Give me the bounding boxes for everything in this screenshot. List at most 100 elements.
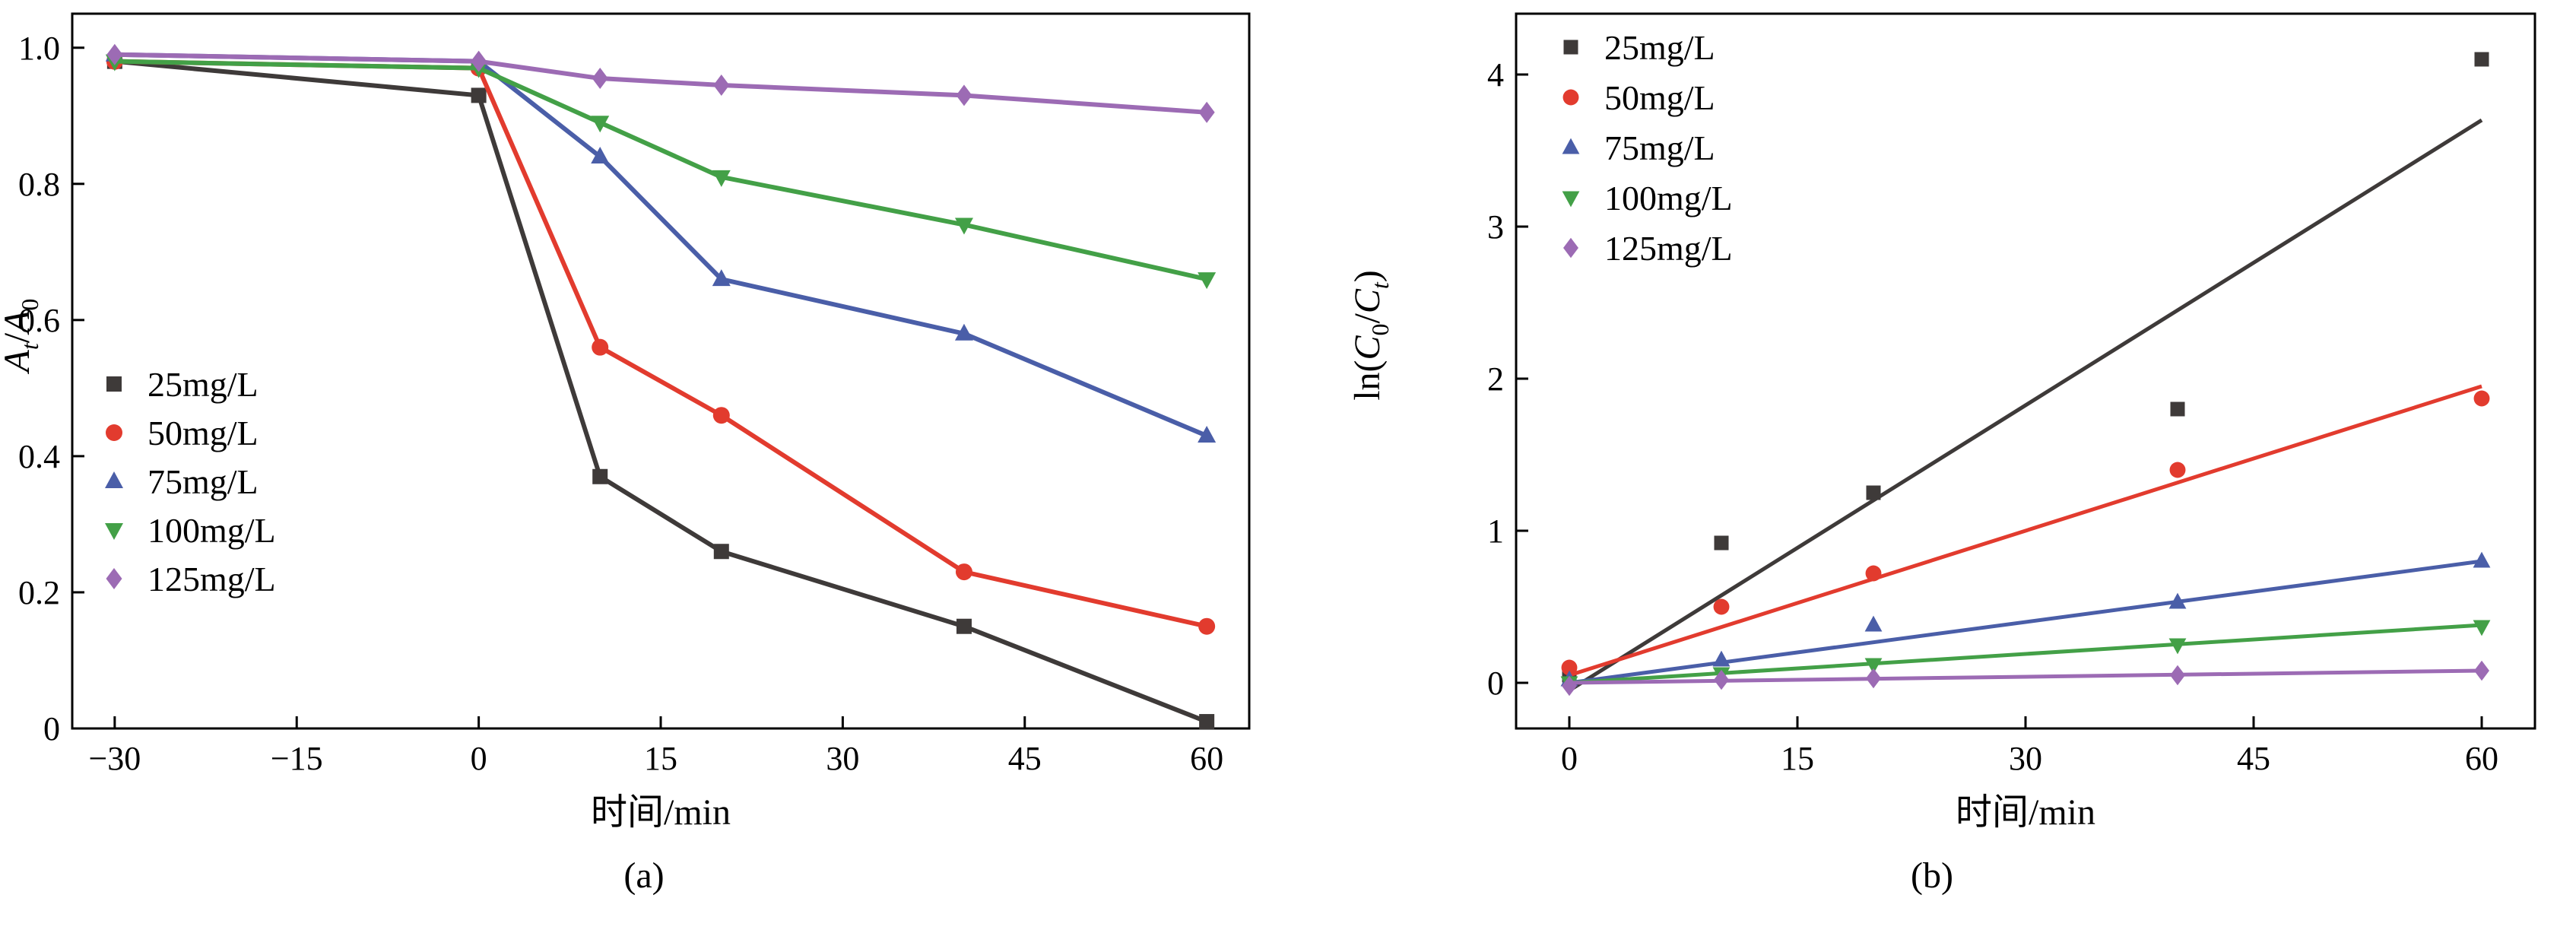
chart-b-svg: 0 15 30 45 60 0 1 2 3 4 时间/min ln(C0/Ct) 25mg/L 50mg/… bbox=[1347, 12, 2536, 833]
circle-marker-icon bbox=[1198, 617, 1216, 635]
y-axis-label: At/A0 bbox=[0, 299, 43, 375]
series-125mg/L bbox=[106, 43, 1215, 123]
y-tick-label: 0 bbox=[43, 710, 60, 747]
x-tick-label: 30 bbox=[2009, 740, 2042, 777]
triangle-up-marker-icon bbox=[105, 471, 123, 488]
legend-label: 50mg/L bbox=[1604, 78, 1715, 117]
x-tick-label: 60 bbox=[2465, 740, 2498, 777]
y-tick-label: 3 bbox=[1487, 208, 1504, 246]
triangle-up-marker-icon bbox=[1864, 615, 1883, 632]
legend-item-50mg/L: 50mg/L bbox=[106, 414, 259, 452]
y-tick-label: 0.4 bbox=[18, 438, 60, 475]
triangle-up-marker-icon bbox=[591, 147, 610, 163]
triangle-down-marker-icon bbox=[954, 217, 973, 235]
diamond-marker-icon bbox=[1866, 668, 1881, 689]
circle-marker-icon bbox=[1561, 659, 1578, 676]
square-marker-icon bbox=[106, 376, 122, 392]
diamond-marker-icon bbox=[956, 84, 972, 106]
circle-marker-icon bbox=[1865, 565, 1882, 582]
panel-b: 0 15 30 45 60 0 1 2 3 4 时间/min ln(C0/Ct) 25mg/L 50mg/… bbox=[1288, 0, 2576, 933]
panel-b-caption: (b) bbox=[1911, 855, 1953, 896]
square-marker-icon bbox=[592, 468, 608, 484]
diamond-marker-icon bbox=[1562, 675, 1577, 697]
x-axis-label: 时间/min bbox=[591, 792, 731, 833]
x-tick-label: 45 bbox=[1008, 740, 1042, 777]
legend-item-125mg/L: 125mg/L bbox=[1563, 229, 1733, 268]
series-line bbox=[114, 59, 1207, 629]
fit-line bbox=[1569, 559, 2482, 685]
triangle-up-marker-icon bbox=[1712, 650, 1731, 667]
x-tick-label: 15 bbox=[1781, 740, 1814, 777]
triangle-down-marker-icon bbox=[2473, 620, 2491, 636]
series-line bbox=[114, 59, 1207, 282]
x-axis: −30 −15 0 15 30 45 60 bbox=[88, 716, 1223, 777]
x-tick-label: 45 bbox=[2237, 740, 2270, 777]
x-tick-label: −30 bbox=[88, 740, 141, 777]
chart-a-svg: −30 −15 0 15 30 45 60 0 0.2 0.4 0.6 0.8 1.0 时间/min At/… bbox=[0, 12, 1251, 833]
circle-marker-icon bbox=[1562, 89, 1579, 106]
series-line bbox=[114, 52, 1208, 438]
x-tick-label: 30 bbox=[826, 740, 859, 777]
legend-item-25mg/L: 25mg/L bbox=[106, 365, 259, 404]
x-tick-label: 0 bbox=[471, 740, 487, 777]
square-marker-icon bbox=[1563, 40, 1578, 55]
circle-marker-icon bbox=[2169, 462, 2186, 478]
series-125mg/L bbox=[1562, 660, 2489, 697]
diamond-marker-icon bbox=[471, 50, 487, 72]
x-tick-label: 0 bbox=[1561, 740, 1578, 777]
legend-label: 75mg/L bbox=[1604, 129, 1715, 167]
triangle-up-marker-icon bbox=[2168, 592, 2187, 609]
circle-marker-icon bbox=[955, 563, 972, 581]
circle-marker-icon bbox=[2473, 390, 2490, 407]
legend-label: 125mg/L bbox=[1604, 229, 1733, 268]
x-tick-label: 60 bbox=[1190, 740, 1223, 777]
series-25mg/L bbox=[106, 53, 1215, 730]
series-line bbox=[114, 59, 1208, 724]
circle-marker-icon bbox=[592, 338, 609, 356]
diamond-marker-icon bbox=[2170, 665, 2185, 686]
triangle-up-marker-icon bbox=[954, 323, 973, 341]
legend-item-100mg/L: 100mg/L bbox=[1562, 179, 1733, 217]
y-tick-label: 1.0 bbox=[18, 30, 60, 67]
y-tick-label: 0 bbox=[1487, 665, 1504, 702]
legend: 25mg/L 50mg/L 75mg/L 100mg/L 125mg/L bbox=[105, 365, 276, 598]
square-marker-icon bbox=[2170, 401, 2185, 417]
y-tick-label: 2 bbox=[1487, 360, 1504, 398]
y-tick-label: 0.6 bbox=[18, 302, 60, 339]
legend-label: 25mg/L bbox=[148, 365, 259, 404]
circle-marker-icon bbox=[106, 424, 122, 441]
square-marker-icon bbox=[713, 544, 729, 560]
fit-line bbox=[1569, 384, 2482, 678]
triangle-down-marker-icon bbox=[591, 116, 610, 133]
diamond-marker-icon bbox=[106, 43, 123, 65]
y-tick-label: 0.2 bbox=[18, 574, 60, 611]
y-axis-label: ln(C0/Ct) bbox=[1347, 270, 1394, 401]
legend-label: 75mg/L bbox=[148, 462, 259, 501]
panel-a-caption: (a) bbox=[623, 855, 665, 896]
y-tick-label: 1 bbox=[1487, 513, 1504, 550]
panel-a: −30 −15 0 15 30 45 60 0 0.2 0.4 0.6 0.8 1.0 时间/min At/… bbox=[0, 12, 1251, 896]
square-marker-icon bbox=[1866, 485, 1881, 500]
triangle-down-marker-icon bbox=[105, 523, 123, 540]
triangle-up-marker-icon bbox=[1198, 426, 1217, 443]
series-line bbox=[114, 52, 1207, 115]
triangle-down-marker-icon bbox=[1864, 658, 1883, 674]
triangle-up-marker-icon bbox=[712, 269, 731, 287]
legend-label: 25mg/L bbox=[1604, 28, 1715, 67]
x-tick-label: 15 bbox=[644, 740, 677, 777]
x-axis: 0 15 30 45 60 bbox=[1561, 716, 2498, 777]
circle-marker-icon bbox=[712, 407, 730, 424]
triangle-down-marker-icon bbox=[2168, 638, 2187, 655]
x-tick-label: −15 bbox=[271, 740, 323, 777]
diamond-marker-icon bbox=[106, 568, 122, 589]
diamond-marker-icon bbox=[713, 75, 730, 96]
legend-label: 100mg/L bbox=[1604, 179, 1733, 217]
square-marker-icon bbox=[2474, 52, 2489, 67]
fit-line bbox=[1568, 118, 2483, 693]
legend-label: 50mg/L bbox=[148, 414, 259, 452]
legend-item-100mg/L: 100mg/L bbox=[105, 511, 276, 550]
legend-label: 100mg/L bbox=[148, 511, 276, 550]
y-tick-label: 0.8 bbox=[18, 166, 60, 203]
legend-item-75mg/L: 75mg/L bbox=[1562, 129, 1715, 167]
x-axis-label: 时间/min bbox=[1956, 792, 2095, 833]
